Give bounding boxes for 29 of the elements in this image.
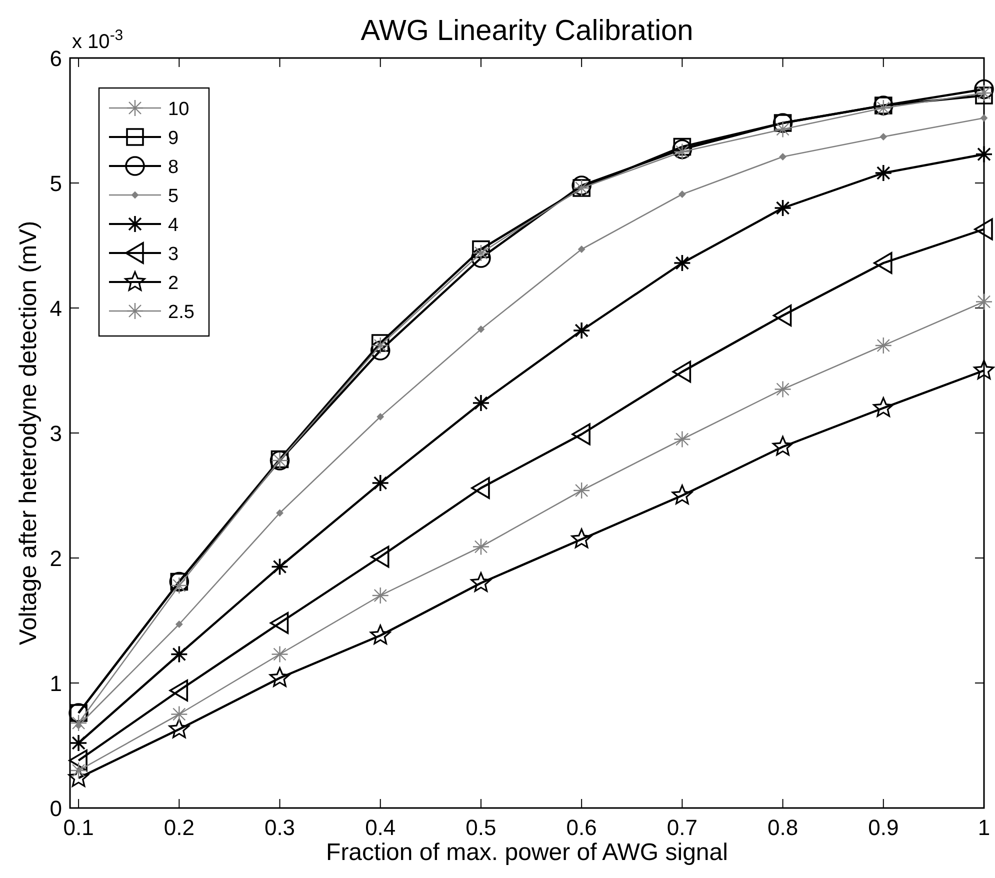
x-tick-label: 0.1 <box>63 815 94 840</box>
legend-label: 3 <box>168 244 179 265</box>
x-axis-title: Fraction of max. power of AWG signal <box>326 839 728 866</box>
x-tick-label: 1 <box>978 815 990 840</box>
x-tick-label: 0.3 <box>264 815 296 840</box>
y-axis-title: Voltage after heterodyne detection (mV) <box>15 220 42 646</box>
legend-label: 5 <box>168 186 179 207</box>
legend-label: 10 <box>168 99 190 120</box>
x-tick-label: 0.6 <box>566 815 597 840</box>
x-tick-label: 0.7 <box>666 815 698 840</box>
y-tick-label: 5 <box>50 171 62 196</box>
x-tick-label: 0.4 <box>365 815 396 840</box>
legend-label: 2.5 <box>168 302 194 323</box>
legend-label: 8 <box>168 157 179 178</box>
x-tick-label: 0.5 <box>466 815 496 840</box>
x-tick-label: 0.9 <box>868 815 899 840</box>
chart-title: AWG Linearity Calibration <box>360 15 694 47</box>
y-tick-label: 2 <box>50 546 62 571</box>
legend-label: 2 <box>168 273 179 294</box>
x-tick-label: 0.8 <box>767 815 798 840</box>
y-tick-label: 3 <box>50 421 62 446</box>
x-tick-label: 0.2 <box>164 815 194 840</box>
y-tick-label: 1 <box>50 671 62 696</box>
y-tick-label: 0 <box>50 796 62 821</box>
legend-label: 9 <box>168 128 179 149</box>
legend-label: 4 <box>168 215 179 236</box>
y-tick-label: 6 <box>50 46 62 71</box>
y-tick-label: 4 <box>50 296 62 321</box>
text: x 10$^{-3}$ <box>72 26 124 53</box>
